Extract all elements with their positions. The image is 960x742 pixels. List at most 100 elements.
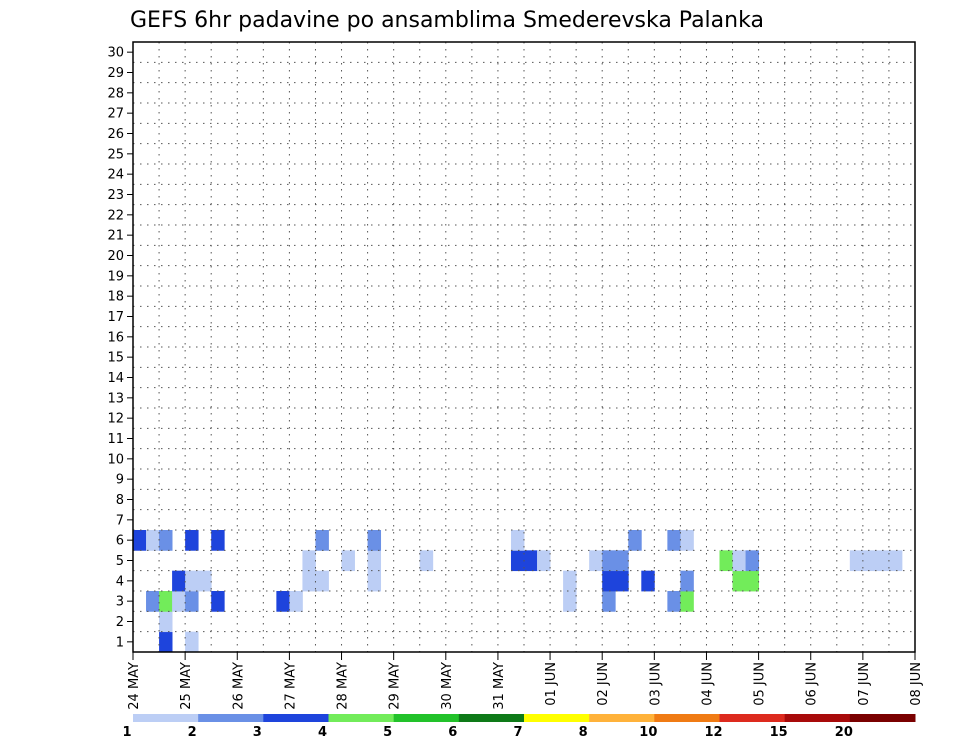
x-tick-label: 27 MAY [283, 662, 298, 710]
heatmap-cell [667, 591, 681, 612]
y-tick-label: 29 [107, 66, 124, 81]
heatmap-cell [133, 530, 147, 551]
legend-swatch [133, 714, 199, 722]
heatmap-cell [615, 570, 629, 592]
heatmap-cell [172, 591, 186, 612]
heatmap-cell [315, 530, 329, 551]
y-tick-label: 21 [107, 229, 124, 244]
heatmap-cell [185, 631, 199, 653]
heatmap-cell [172, 570, 186, 592]
y-tick-label: 27 [107, 107, 124, 122]
heatmap-cell [875, 550, 890, 572]
legend-label: 15 [770, 725, 788, 740]
y-tick-label: 7 [116, 513, 124, 528]
heatmap-cell [159, 591, 173, 612]
y-tick-label: 13 [107, 391, 124, 406]
legend-label: 8 [579, 725, 588, 740]
heatmap-cell [211, 530, 225, 551]
heatmap-cell [367, 550, 382, 572]
heatmap-cell [302, 550, 316, 572]
y-tick-label: 12 [107, 412, 124, 427]
x-tick-label: 24 MAY [127, 662, 142, 710]
heatmap-cell [185, 570, 199, 592]
legend-label: 1 [122, 725, 131, 740]
heatmap-cell [146, 591, 160, 612]
heatmap-cell [510, 530, 525, 551]
heatmap-cell [602, 550, 616, 572]
y-tick-label: 23 [107, 188, 124, 203]
y-tick-label: 14 [107, 371, 124, 386]
heatmap-cell [667, 530, 681, 551]
heatmap-cell [524, 550, 538, 572]
legend-label: 3 [253, 725, 262, 740]
legend-label: 6 [448, 725, 457, 740]
heatmap-cell [628, 530, 642, 551]
heatmap-cell [745, 570, 759, 592]
legend-label: 2 [188, 725, 197, 740]
heatmap-cell [680, 530, 694, 551]
legend-swatch [524, 714, 590, 722]
heatmap-cell [537, 550, 551, 572]
y-tick-label: 6 [116, 534, 124, 549]
x-tick-label: 07 JUN [857, 662, 872, 706]
legend-swatch [719, 714, 786, 722]
y-tick-label: 1 [116, 635, 124, 650]
heatmap-cell [719, 550, 733, 572]
y-tick-label: 11 [107, 432, 124, 447]
heatmap-cell [680, 591, 694, 612]
x-tick-label: 03 JUN [648, 662, 663, 706]
heatmap-cell [862, 550, 877, 572]
y-axis-ticks: 1234567891011121314151617181920212223242… [107, 46, 133, 650]
legend-swatch [458, 714, 525, 722]
x-tick-label: 01 JUN [544, 662, 559, 706]
y-tick-label: 16 [107, 330, 124, 345]
legend-swatch [849, 714, 916, 722]
y-tick-label: 18 [107, 290, 124, 305]
x-tick-label: 30 MAY [440, 662, 455, 710]
y-tick-label: 2 [116, 615, 124, 630]
y-tick-label: 8 [116, 493, 124, 508]
legend-label: 4 [318, 725, 327, 740]
heatmap-cell [159, 631, 173, 653]
y-tick-label: 30 [107, 46, 124, 61]
heatmap-cell [198, 570, 212, 592]
heatmap-cell [276, 591, 290, 612]
y-tick-label: 24 [107, 168, 124, 183]
heatmap-cells [133, 530, 903, 653]
x-tick-label: 31 MAY [492, 662, 507, 710]
color-legend: 1 2 3 4 5 6 7 8 10 12 15 20 [122, 714, 916, 740]
chart-title: GEFS 6hr padavine po ansamblima Smederev… [130, 8, 764, 33]
legend-swatch [328, 714, 395, 722]
heatmap-cell [888, 550, 903, 572]
x-tick-label: 04 JUN [700, 662, 715, 706]
y-tick-label: 25 [107, 147, 124, 162]
x-tick-label: 05 JUN [753, 662, 768, 706]
plot-frame [132, 41, 916, 653]
legend-label: 7 [513, 725, 522, 740]
legend-label: 20 [835, 725, 853, 740]
heatmap-cell [732, 550, 746, 572]
heatmap-cell [602, 591, 616, 612]
y-tick-label: 15 [107, 351, 124, 366]
x-tick-label: 02 JUN [596, 662, 611, 706]
grid-dots [133, 42, 915, 652]
y-tick-label: 26 [107, 127, 124, 142]
legend-swatch [784, 714, 851, 722]
heatmap-cell [849, 550, 864, 572]
y-tick-label: 9 [116, 473, 124, 488]
heatmap-cell [159, 530, 173, 551]
heatmap-cell [211, 591, 225, 612]
x-tick-label: 28 MAY [336, 662, 351, 710]
legend-swatch [263, 714, 329, 722]
y-tick-label: 10 [107, 452, 124, 467]
x-tick-label: 08 JUN [909, 662, 924, 706]
y-tick-label: 28 [107, 86, 124, 101]
heatmap-cell [315, 570, 329, 592]
y-tick-label: 3 [116, 595, 124, 610]
x-tick-label: 25 MAY [179, 662, 194, 710]
heatmap-cell [146, 530, 160, 551]
heatmap-cell [185, 591, 199, 612]
heatmap-cell [289, 591, 303, 612]
legend-label: 10 [639, 725, 657, 740]
heatmap-cell [510, 550, 525, 572]
